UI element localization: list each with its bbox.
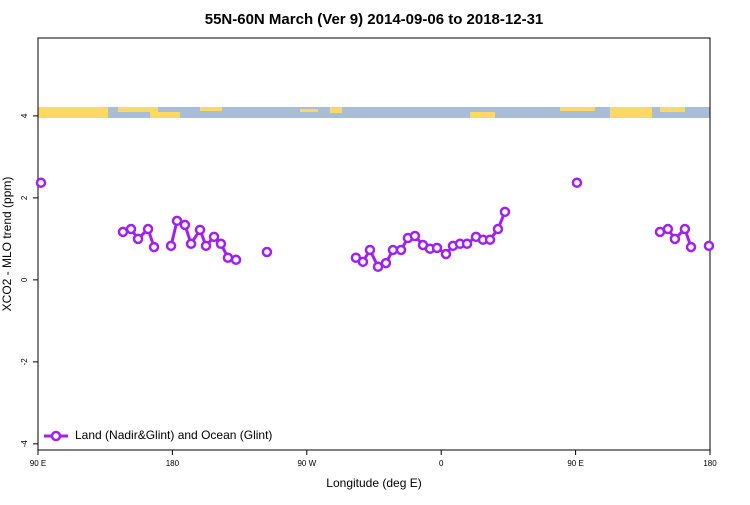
legend-label: Land (Nadir&Glint) and Ocean (Glint)	[75, 428, 272, 442]
legend-marker	[50, 430, 62, 442]
map-strip	[38, 107, 710, 118]
data-point	[117, 226, 129, 238]
data-point	[431, 242, 443, 254]
data-point	[364, 244, 376, 256]
data-point	[372, 261, 384, 273]
data-point	[230, 254, 242, 266]
y-tick-label: 0	[20, 277, 29, 282]
data-point	[179, 219, 191, 231]
data-point	[461, 238, 473, 250]
data-point	[185, 238, 197, 250]
data-point	[215, 238, 227, 250]
data-point	[380, 257, 392, 269]
x-tick-label: 180	[703, 459, 717, 468]
x-tick-label: 180	[166, 459, 180, 468]
data-point	[222, 252, 234, 263]
data-point	[685, 241, 697, 253]
data-point	[387, 244, 399, 256]
data-point	[171, 215, 183, 227]
data-point	[165, 240, 177, 252]
data-point	[409, 230, 421, 242]
data-point	[679, 223, 691, 235]
x-tick-label: 90 E	[30, 459, 46, 468]
y-tick-label: -2	[20, 358, 29, 366]
data-point	[35, 177, 47, 188]
data-point	[395, 244, 407, 256]
data-point	[703, 240, 715, 252]
y-tick-label: -4	[20, 440, 29, 448]
data-point	[194, 224, 206, 236]
data-point	[662, 223, 674, 235]
data-point	[208, 231, 220, 243]
data-point	[499, 206, 511, 218]
data-point	[440, 248, 452, 260]
x-tick-label: 0	[439, 459, 444, 468]
y-tick-label: 4	[20, 113, 29, 118]
y-tick-label: 2	[20, 195, 29, 200]
data-point	[261, 246, 273, 258]
data-point	[125, 223, 137, 235]
y-axis-label: XCO2 - MLO trend (ppm)	[0, 177, 14, 312]
data-point	[492, 223, 504, 235]
chart-title: 55N-60N March (Ver 9) 2014-09-06 to 2018…	[205, 11, 544, 28]
data-point	[200, 240, 212, 252]
data-point	[571, 177, 583, 188]
x-tick-label: 90 W	[297, 459, 316, 468]
data-point	[148, 241, 160, 253]
data-point	[357, 256, 369, 268]
data-point	[669, 233, 681, 245]
data-point	[142, 223, 154, 235]
x-axis-label: Longitude (deg E)	[326, 476, 421, 490]
data-point	[484, 234, 496, 245]
data-point	[132, 233, 144, 245]
x-tick-label: 90 E	[567, 459, 583, 468]
